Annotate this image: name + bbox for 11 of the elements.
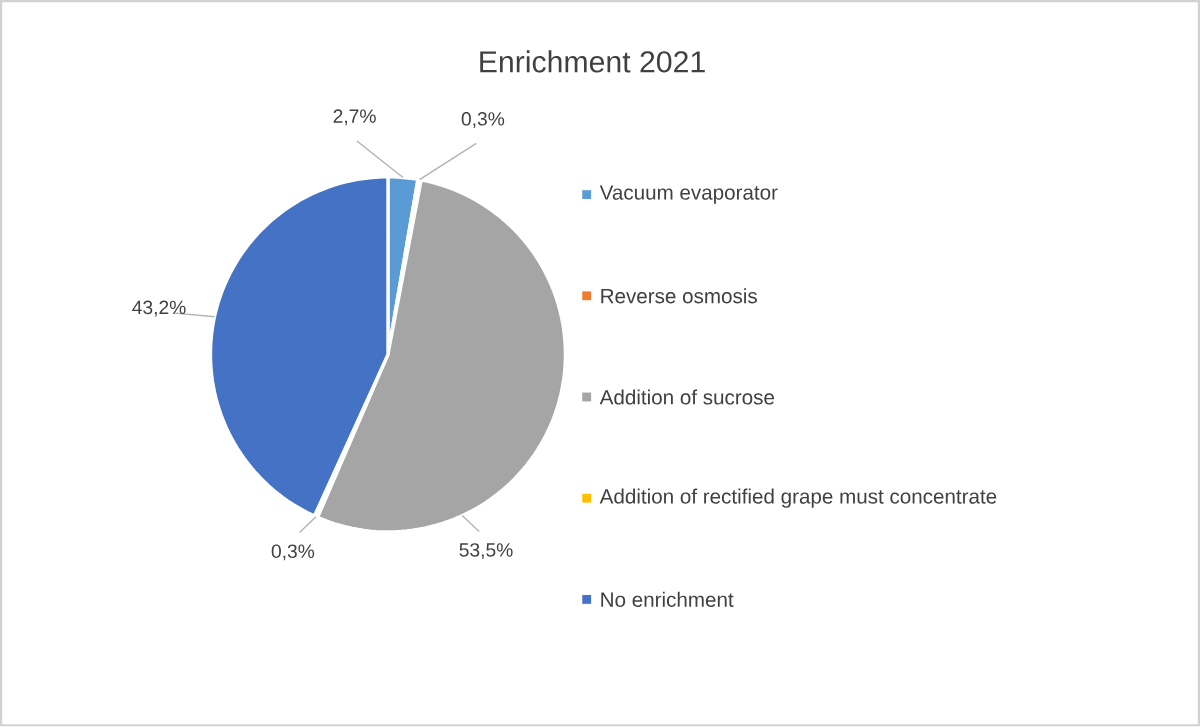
legend-label: Reverse osmosis [601,288,757,304]
legend-label: Vacuum evaporator [599,185,778,205]
data-label: 0,3% [461,112,505,129]
data-label: 0,3% [271,544,315,561]
legend-label: No enrichment [601,592,734,608]
legend-label: Addition of sucrose [599,389,775,405]
data-label: 53,5% [459,543,513,560]
chart-title: Enrichment 2021 [480,50,705,73]
data-label: 43,2% [132,300,186,317]
legend-label: Addition of rectified grape must concentrate [599,488,997,509]
data-label: 2,7% [333,109,376,126]
